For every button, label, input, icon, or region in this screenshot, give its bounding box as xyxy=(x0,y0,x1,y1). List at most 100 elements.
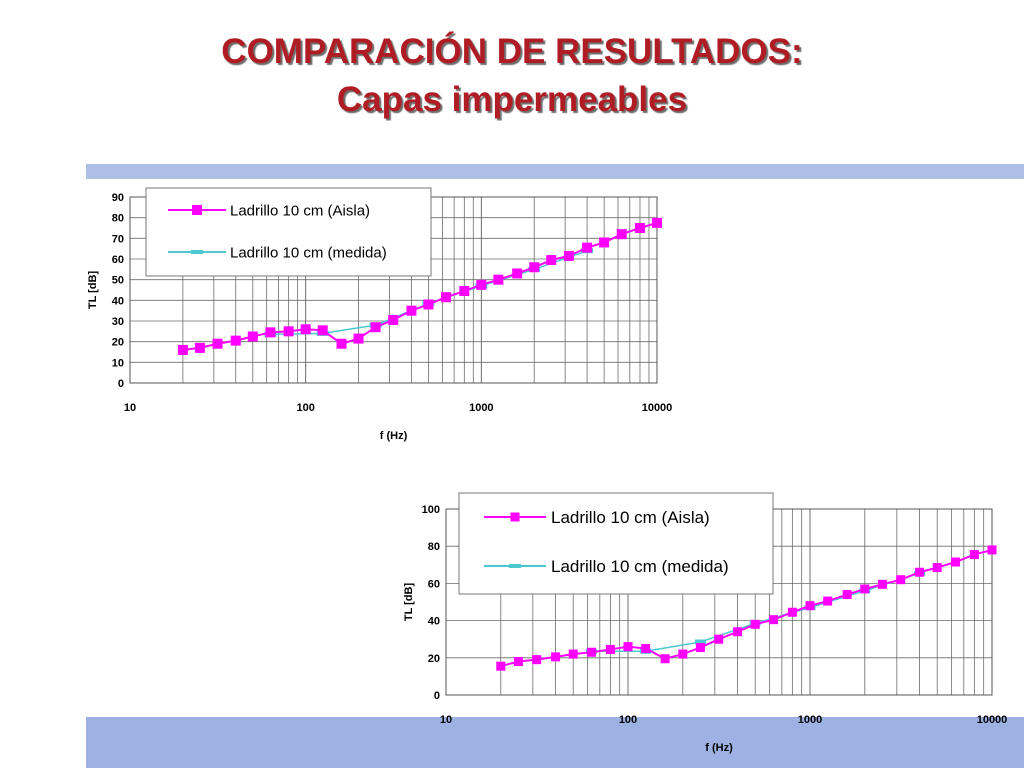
data-point-aisla xyxy=(969,550,979,560)
legend-entry-label: Ladrillo 10 cm (Aisla) xyxy=(230,202,370,219)
data-point-aisla xyxy=(493,274,504,285)
data-point-aisla xyxy=(265,327,276,338)
x-axis-label: f (Hz) xyxy=(380,430,408,442)
series-line-aisla xyxy=(500,548,993,668)
legend-swatch-marker xyxy=(191,250,203,254)
data-point-aisla xyxy=(459,286,470,297)
series-line-aisla xyxy=(182,221,658,351)
data-point-aisla xyxy=(300,324,311,335)
x-tick-label: 100 xyxy=(619,714,637,726)
data-point-aisla xyxy=(551,652,561,662)
data-point-aisla xyxy=(641,644,651,653)
data-point-aisla xyxy=(563,250,574,261)
data-point-aisla xyxy=(750,619,760,629)
y-tick-label: 50 xyxy=(112,275,124,287)
y-tick-label: 0 xyxy=(118,378,124,390)
data-point-aisla xyxy=(823,596,833,606)
data-point-aisla xyxy=(230,335,241,346)
x-axis-label: f (Hz) xyxy=(705,742,733,754)
data-point-aisla xyxy=(194,342,205,353)
x-tick-label: 10000 xyxy=(977,714,1008,726)
title-line-1: COMPARACIÓN DE RESULTADOS: xyxy=(221,32,803,71)
legend-box xyxy=(145,187,432,277)
data-point-aisla xyxy=(353,333,364,344)
data-point-aisla xyxy=(652,217,662,228)
legend-entry-label: Ladrillo 10 cm (Aisla) xyxy=(551,508,710,527)
x-tick-label: 1000 xyxy=(469,402,493,414)
y-tick-label: 20 xyxy=(428,653,440,665)
legend-entry-label: Ladrillo 10 cm (medida) xyxy=(230,244,387,261)
data-point-aisla xyxy=(532,655,542,665)
y-tick-label: 30 xyxy=(112,316,124,328)
data-point-aisla xyxy=(932,563,942,573)
data-point-aisla xyxy=(529,262,540,273)
data-point-aisla xyxy=(283,326,294,337)
data-point-aisla xyxy=(336,338,347,349)
x-tick-label: 1000 xyxy=(798,714,822,726)
y-axis-label: TL [dB] xyxy=(403,583,415,622)
data-point-aisla xyxy=(714,634,724,644)
y-tick-label: 60 xyxy=(428,578,440,590)
legend-box xyxy=(458,492,774,595)
data-point-aisla xyxy=(787,607,797,617)
data-point-aisla xyxy=(733,627,743,637)
data-point-aisla xyxy=(678,649,688,659)
series-aisla xyxy=(177,217,662,355)
data-point-aisla xyxy=(441,292,452,303)
data-point-aisla xyxy=(513,657,523,667)
x-tick-label: 10 xyxy=(124,402,136,414)
data-point-aisla xyxy=(568,649,578,659)
top-accent-band xyxy=(86,164,1024,179)
data-point-aisla xyxy=(915,567,925,577)
legend-swatch-marker xyxy=(510,512,520,522)
y-tick-label: 20 xyxy=(112,337,124,349)
data-point-medida xyxy=(694,639,706,645)
data-point-aisla xyxy=(950,557,960,567)
series-aisla xyxy=(496,545,997,671)
data-point-aisla xyxy=(406,305,417,316)
data-point-aisla xyxy=(586,647,596,657)
data-point-aisla xyxy=(247,331,258,342)
y-tick-label: 10 xyxy=(112,357,124,369)
data-point-aisla xyxy=(660,654,670,664)
data-point-aisla xyxy=(599,237,610,248)
x-tick-label: 10000 xyxy=(642,402,673,414)
data-point-aisla xyxy=(582,242,593,253)
y-tick-label: 60 xyxy=(112,254,124,266)
slide-title: COMPARACIÓN DE RESULTADOS: Capas imperme… xyxy=(0,28,1024,124)
data-point-aisla xyxy=(616,229,627,240)
y-tick-label: 40 xyxy=(112,295,124,307)
data-point-aisla xyxy=(388,314,399,325)
data-point-aisla xyxy=(423,299,434,310)
y-tick-label: 80 xyxy=(428,541,440,553)
y-axis-label: TL [dB] xyxy=(87,271,99,310)
data-point-aisla xyxy=(623,642,633,652)
data-point-aisla xyxy=(896,575,906,585)
data-point-aisla xyxy=(512,268,523,279)
y-tick-label: 70 xyxy=(112,233,124,245)
y-tick-label: 100 xyxy=(422,504,440,516)
data-point-aisla xyxy=(177,344,188,355)
data-point-aisla xyxy=(842,590,852,600)
data-point-aisla xyxy=(768,615,778,625)
data-point-aisla xyxy=(987,545,997,555)
title-line-2: Capas impermeables xyxy=(336,80,688,119)
data-point-aisla xyxy=(370,322,381,333)
data-point-aisla xyxy=(212,338,223,349)
y-tick-label: 90 xyxy=(112,192,124,204)
y-tick-label: 80 xyxy=(112,213,124,225)
legend-swatch-marker xyxy=(509,564,521,568)
legend-swatch-marker xyxy=(192,205,202,215)
data-point-aisla xyxy=(476,279,487,290)
legend: Ladrillo 10 cm (Aisla) Ladrillo 10 cm (me… xyxy=(145,187,432,277)
data-point-aisla xyxy=(695,643,705,653)
y-tick-label: 40 xyxy=(428,616,440,628)
data-point-aisla xyxy=(496,661,506,671)
legend: Ladrillo 10 cm (Aisla) Ladrillo 10 cm (me… xyxy=(458,492,774,595)
y-tick-label: 0 xyxy=(434,690,440,702)
legend-entry-label: Ladrillo 10 cm (medida) xyxy=(551,557,729,576)
data-point-aisla xyxy=(546,255,557,266)
data-point-aisla xyxy=(605,644,615,654)
data-point-aisla xyxy=(860,584,870,594)
